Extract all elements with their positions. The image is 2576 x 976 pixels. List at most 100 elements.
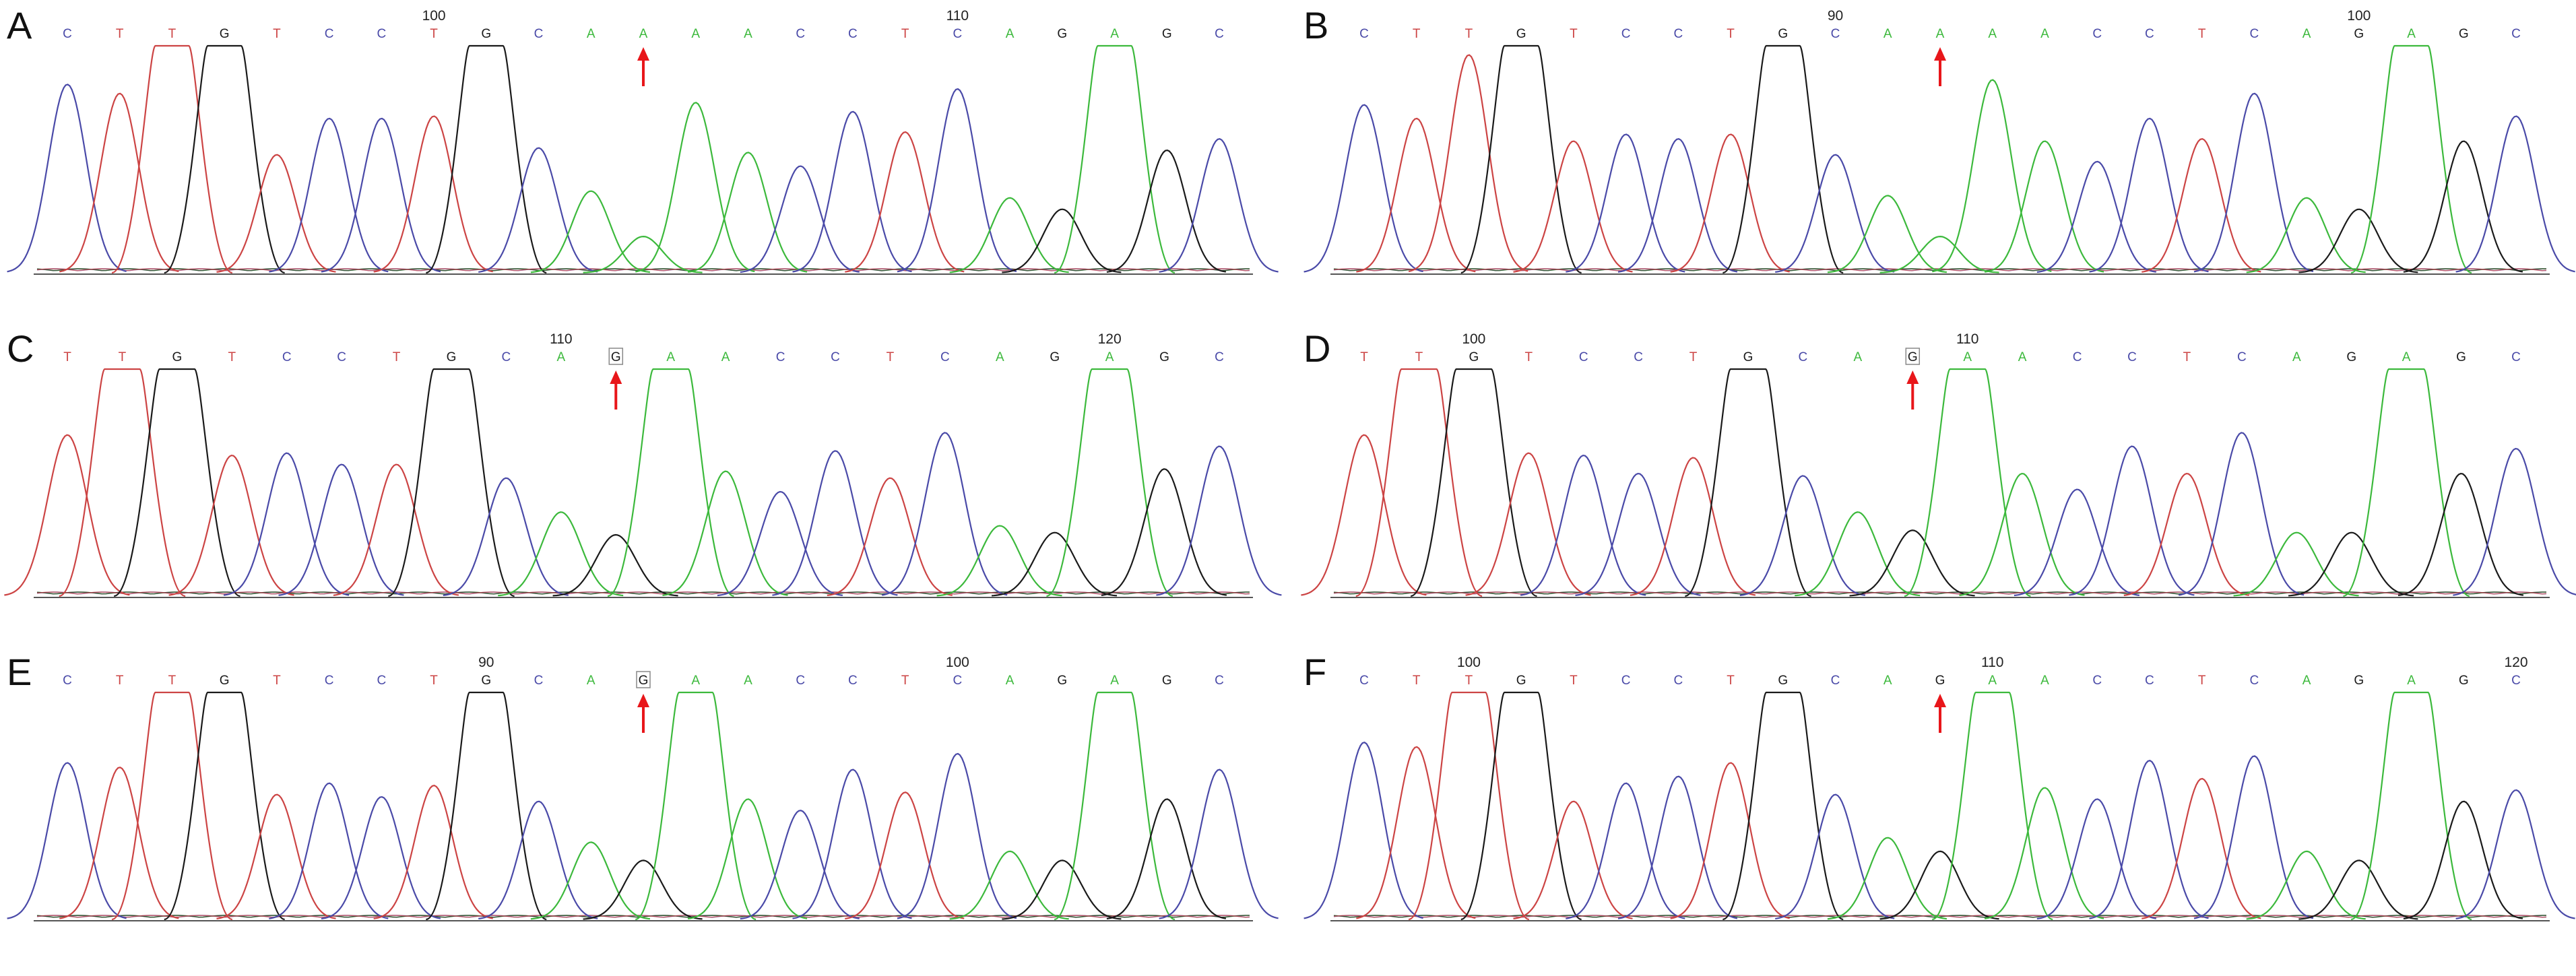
base-call: G	[1516, 674, 1526, 688]
base-call: G	[2354, 674, 2364, 688]
peak-18	[2246, 197, 2366, 273]
peak-16	[845, 131, 965, 273]
arrow-head	[1934, 47, 1946, 61]
peak-12	[1931, 691, 2053, 921]
base-call: T	[1465, 674, 1473, 688]
noise-trace-t	[36, 915, 1250, 918]
base-call: G	[1778, 27, 1788, 41]
peak-10	[1827, 837, 1947, 920]
base-call: G	[220, 674, 230, 688]
base-call: G	[639, 674, 649, 688]
peak-4	[1513, 140, 1633, 273]
base-call: C	[2145, 27, 2154, 41]
peak-0	[7, 762, 127, 919]
peak-21	[2453, 447, 2576, 596]
base-call: C	[796, 27, 805, 41]
peak-20	[1054, 44, 1176, 274]
noise-trace-t	[1333, 591, 2547, 595]
base-call: C	[1215, 27, 1224, 41]
base-call: C	[377, 674, 386, 688]
base-call: G	[172, 350, 182, 364]
peak-3	[1465, 452, 1591, 596]
base-call: C	[377, 27, 386, 41]
peak-13	[1984, 140, 2104, 273]
base-call: C	[282, 350, 292, 364]
base-call: G	[2346, 350, 2356, 364]
peak-8	[1722, 691, 1844, 921]
base-call: C	[848, 27, 858, 41]
base-call: C	[1621, 27, 1631, 41]
peak-6	[321, 117, 441, 273]
arrow-head	[637, 694, 649, 707]
base-call: C	[831, 350, 840, 364]
peak-19	[1002, 859, 1122, 920]
base-call: G	[2459, 27, 2469, 41]
base-call: C	[2145, 674, 2154, 688]
position-label: 120	[2504, 655, 2527, 670]
base-call: T	[2183, 350, 2191, 364]
peak-9	[1775, 154, 1895, 273]
base-call: A	[721, 350, 730, 364]
base-call: A	[996, 350, 1004, 364]
peak-19	[2343, 368, 2470, 597]
arrow-head	[637, 47, 649, 61]
peak-22	[1159, 769, 1279, 919]
peak-15	[2089, 117, 2209, 273]
base-call: T	[1570, 27, 1578, 41]
peak-7	[388, 368, 515, 597]
peak-22	[2455, 789, 2575, 919]
peak-1	[1356, 117, 1476, 273]
base-call: A	[1006, 27, 1015, 41]
peak-6	[333, 463, 459, 596]
base-call: T	[273, 27, 281, 41]
variant-box	[608, 348, 624, 365]
peak-8	[1722, 44, 1844, 274]
peak-17	[897, 752, 1017, 919]
base-call: T	[430, 27, 438, 41]
peak-6	[1617, 138, 1738, 273]
base-call: A	[2402, 350, 2411, 364]
base-call: C	[953, 27, 962, 41]
base-call: G	[1778, 674, 1788, 688]
peak-0	[7, 84, 127, 273]
base-call: C	[534, 27, 544, 41]
chromatogram-d: T T G T C C T G C A G A A C C T C A G A G C 100 110	[1301, 331, 2576, 598]
base-call: G	[1159, 350, 1169, 364]
base-call: C	[1359, 674, 1369, 688]
peak-17	[2233, 531, 2359, 597]
base-call: C	[1621, 674, 1631, 688]
base-call: A	[691, 27, 700, 41]
peak-21	[2403, 140, 2523, 273]
base-call: C	[848, 674, 858, 688]
base-call: C	[502, 350, 511, 364]
base-call: T	[1413, 27, 1421, 41]
base-call: T	[393, 350, 401, 364]
base-call: A	[2303, 674, 2311, 688]
base-call: C	[2511, 27, 2521, 41]
peak-16	[882, 432, 1008, 596]
peak-13	[1984, 787, 2104, 919]
chromatogram-c: T T G T C C T G C A G A A C C T C A G A G C 110 120	[4, 331, 1282, 598]
peak-21	[1156, 445, 1282, 596]
base-call: T	[228, 350, 236, 364]
peak-4	[1520, 454, 1646, 596]
base-call: C	[940, 350, 950, 364]
peak-12	[635, 691, 756, 921]
base-call: A	[2040, 674, 2049, 688]
chromatogram-e: C T T G T C C T G C A G A A C C T C A G A G C 90 100	[7, 655, 1279, 921]
chromatogram-b: C T T G T C C T G C A A A A C C T C A G A G C 90 100	[1303, 8, 2575, 275]
base-call: C	[1799, 350, 1808, 364]
peak-2	[1408, 691, 1530, 921]
peak-9	[1775, 793, 1895, 919]
base-call: A	[1963, 350, 1972, 364]
base-call: C	[2127, 350, 2137, 364]
base-call: C	[1579, 350, 1588, 364]
panel-label: F	[1303, 651, 1327, 693]
peak-15	[792, 769, 912, 919]
base-call: A	[639, 27, 648, 41]
base-call: T	[901, 674, 909, 688]
peak-7	[373, 115, 493, 273]
base-call: C	[2249, 674, 2259, 688]
base-call: A	[1110, 27, 1119, 41]
peak-6	[1630, 457, 1756, 596]
